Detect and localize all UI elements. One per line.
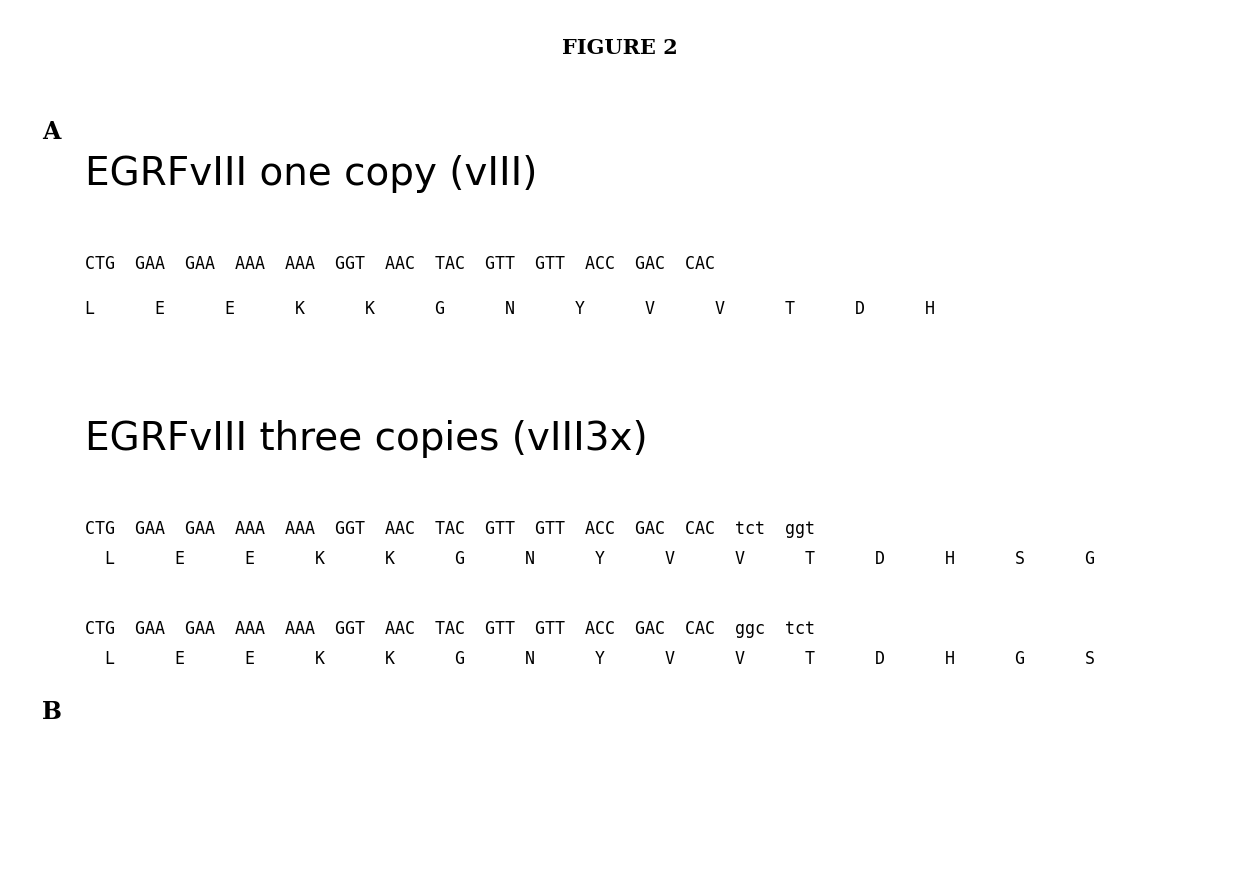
Text: EGRFvIII three copies (vIII3x): EGRFvIII three copies (vIII3x)	[86, 420, 647, 458]
Text: B: B	[42, 700, 62, 724]
Text: A: A	[42, 120, 61, 144]
Text: L      E      E      K      K      G      N      Y      V      V      T      D  : L E E K K G N Y V V T D	[86, 650, 1095, 668]
Text: L      E      E      K      K      G      N      Y      V      V      T      D  : L E E K K G N Y V V T D	[86, 550, 1095, 568]
Text: FIGURE 2: FIGURE 2	[562, 38, 678, 58]
Text: CTG  GAA  GAA  AAA  AAA  GGT  AAC  TAC  GTT  GTT  ACC  GAC  CAC  ggc  tct: CTG GAA GAA AAA AAA GGT AAC TAC GTT GTT …	[86, 620, 815, 638]
Text: CTG  GAA  GAA  AAA  AAA  GGT  AAC  TAC  GTT  GTT  ACC  GAC  CAC: CTG GAA GAA AAA AAA GGT AAC TAC GTT GTT …	[86, 255, 715, 273]
Text: EGRFvIII one copy (vIII): EGRFvIII one copy (vIII)	[86, 155, 537, 193]
Text: L      E      E      K      K      G      N      Y      V      V      T      D  : L E E K K G N Y V V T D	[86, 300, 935, 318]
Text: CTG  GAA  GAA  AAA  AAA  GGT  AAC  TAC  GTT  GTT  ACC  GAC  CAC  tct  ggt: CTG GAA GAA AAA AAA GGT AAC TAC GTT GTT …	[86, 520, 815, 538]
